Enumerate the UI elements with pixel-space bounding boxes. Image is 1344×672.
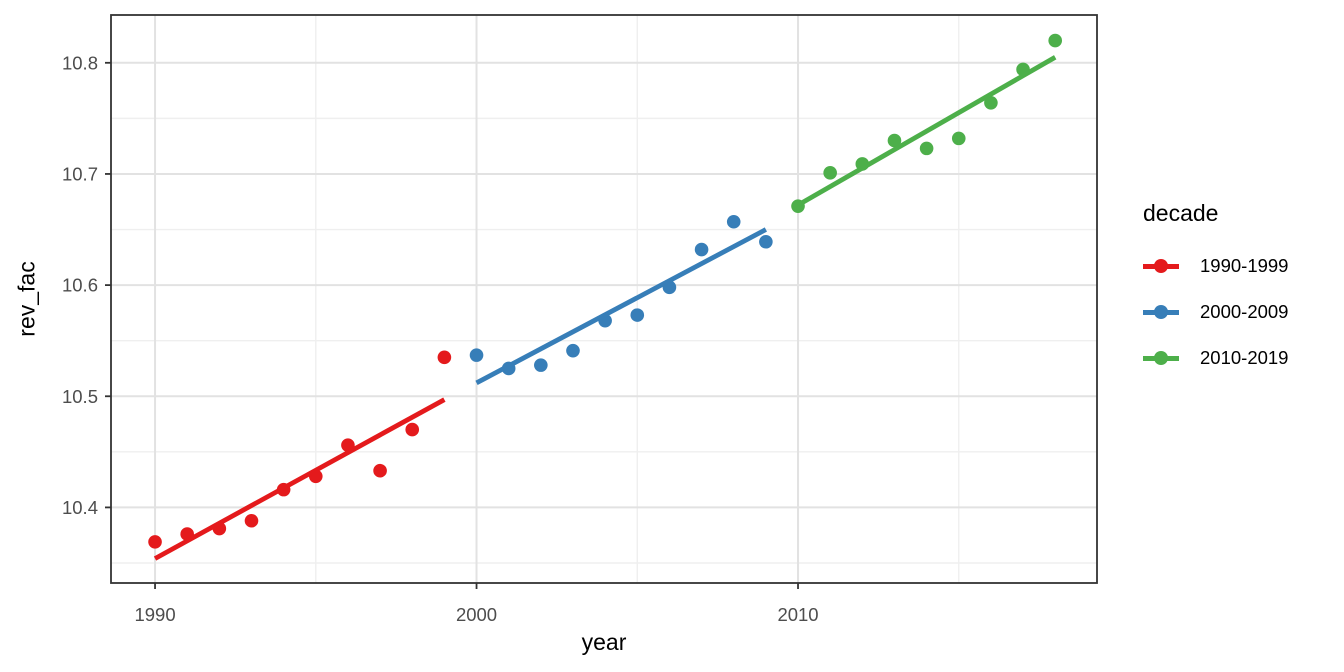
legend: decade 1990-1999 2000-2009 2010-2019 <box>1143 200 1288 395</box>
data-point <box>148 535 162 549</box>
trend-line <box>796 55 1057 208</box>
data-point <box>694 242 709 257</box>
legend-key-line-dot-icon <box>1143 350 1179 366</box>
x-tick-label: 1990 <box>134 604 175 625</box>
y-tick-label: 10.6 <box>62 275 98 296</box>
legend-label: 1990-1999 <box>1200 255 1289 276</box>
data-point <box>984 96 998 110</box>
legend-key-line-dot-icon <box>1143 258 1179 274</box>
data-point <box>534 358 548 372</box>
data-point <box>469 348 484 362</box>
legend-label: 2010-2019 <box>1200 347 1289 368</box>
data-point <box>919 141 934 156</box>
data-point <box>823 166 837 180</box>
y-tick-label: 10.4 <box>62 497 98 518</box>
data-point <box>1048 33 1063 48</box>
x-axis-title: year <box>581 629 627 655</box>
data-point <box>437 350 452 365</box>
legend-label: 2000-2009 <box>1200 301 1289 322</box>
data-point <box>566 343 580 358</box>
data-point <box>405 422 420 437</box>
legend-item: 2010-2019 <box>1143 347 1289 368</box>
legend-key-dot <box>1154 305 1168 319</box>
data-point <box>951 131 966 146</box>
data-point <box>726 214 741 229</box>
legend-item: 2000-2009 <box>1143 301 1289 322</box>
data-point <box>373 463 387 478</box>
x-tick-label: 2010 <box>777 604 818 625</box>
data-point <box>244 513 259 528</box>
trend-line <box>153 397 446 561</box>
y-tick-label: 10.7 <box>62 163 98 184</box>
y-axis-title: rev_fac <box>13 261 40 337</box>
data-point <box>630 308 645 322</box>
legend-key-dot <box>1154 259 1168 273</box>
x-tick-label: 2000 <box>456 604 497 625</box>
legend-item: 1990-1999 <box>1143 255 1289 276</box>
legend-key-dot <box>1154 351 1168 365</box>
y-tick-label: 10.8 <box>62 52 98 73</box>
legend-title: decade <box>1143 200 1219 226</box>
trend-line <box>475 227 767 386</box>
data-point <box>887 133 902 148</box>
panel-border <box>110 14 1098 584</box>
data-point <box>759 234 773 249</box>
y-tick-label: 10.5 <box>62 386 98 407</box>
legend-key-line-dot-icon <box>1143 304 1179 320</box>
